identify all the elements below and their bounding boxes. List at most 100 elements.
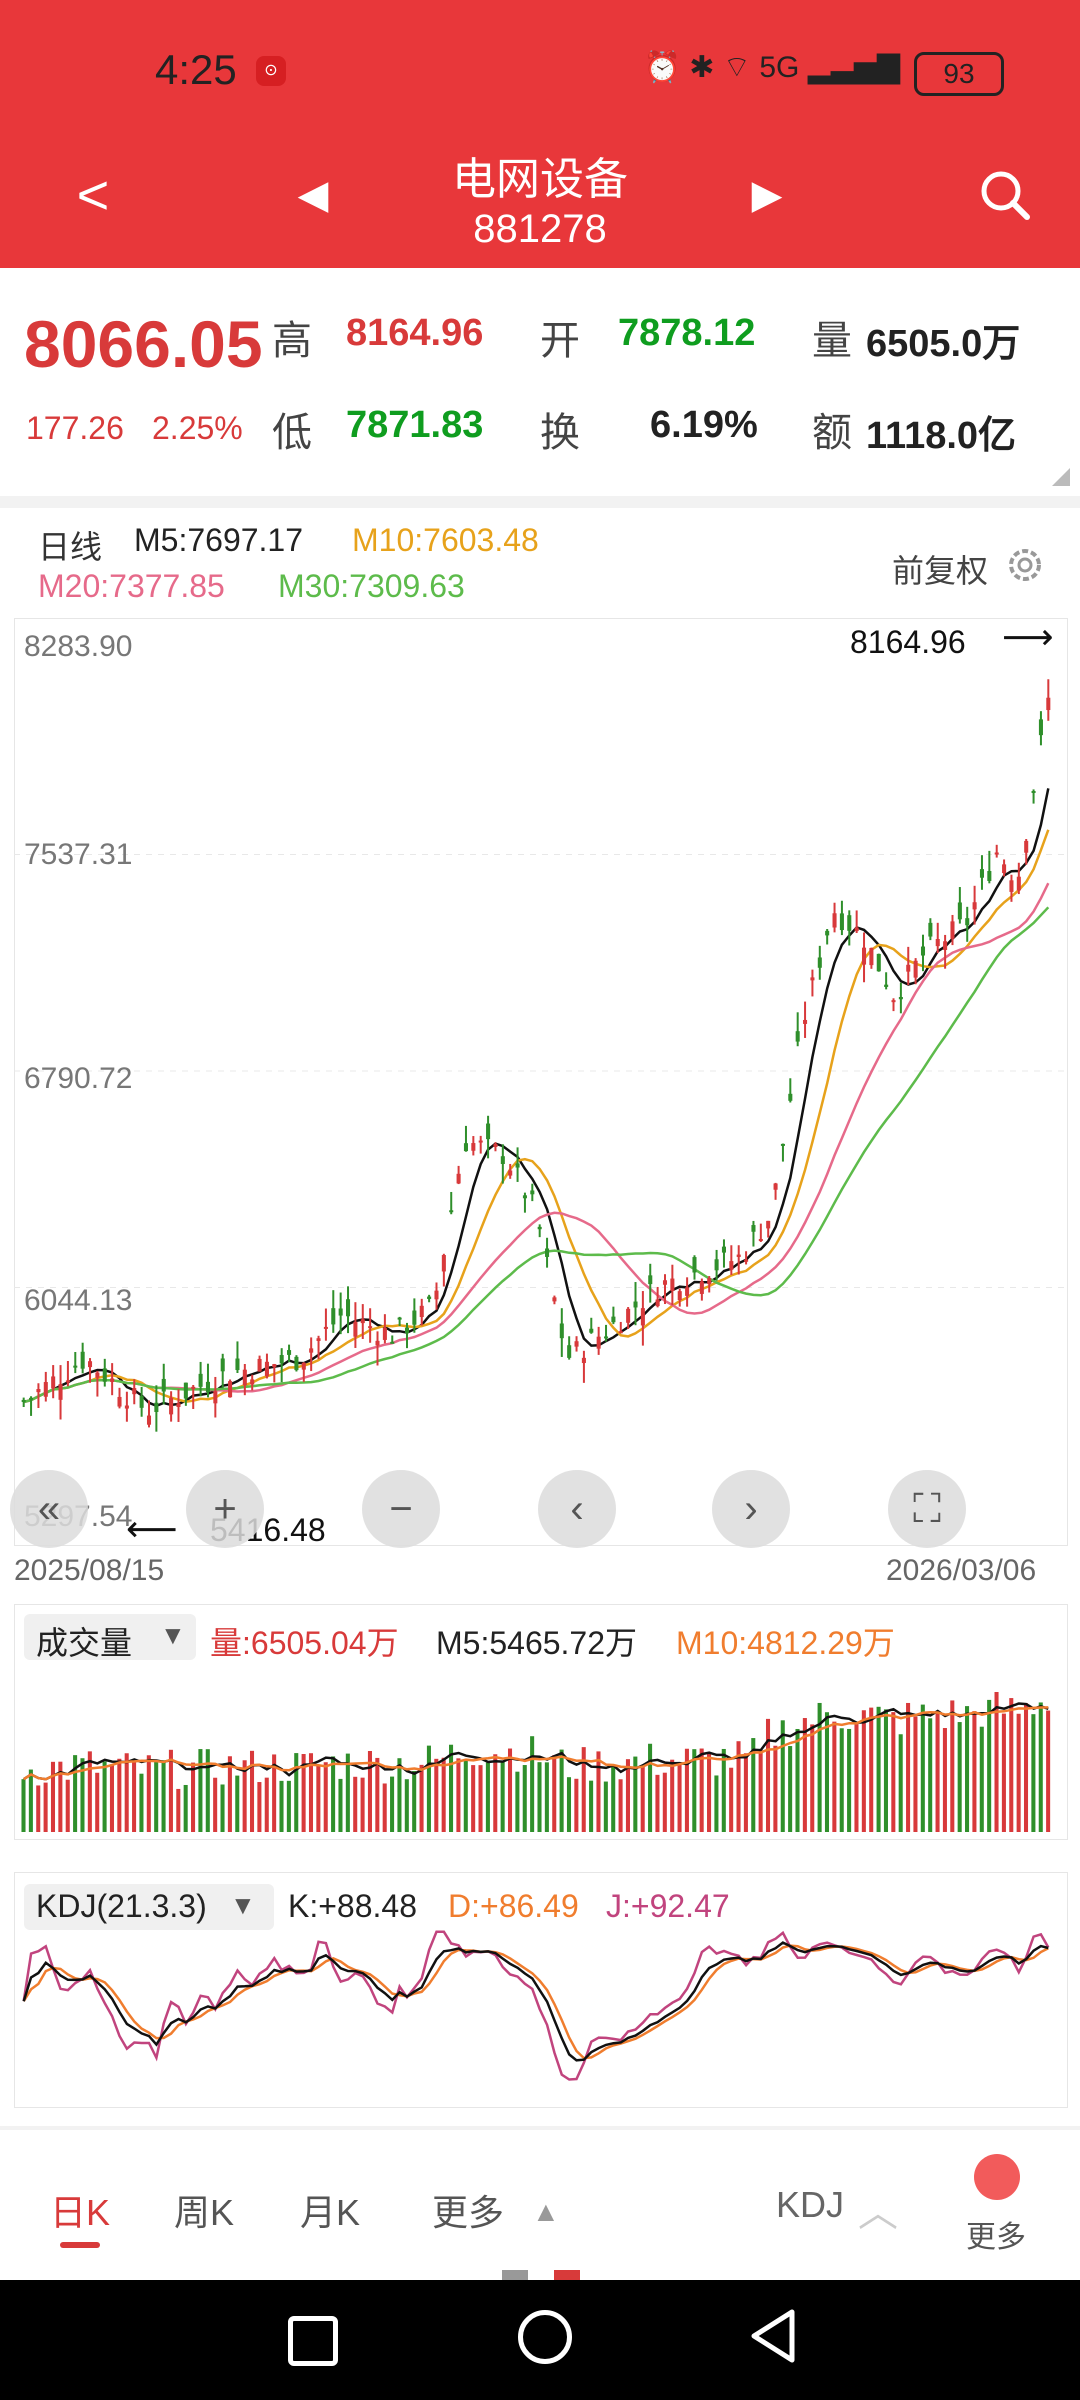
volume-bar bbox=[301, 1754, 306, 1832]
volume-indicator-selector[interactable]: 成交量 ▼ bbox=[24, 1614, 196, 1661]
volume-bar bbox=[345, 1753, 350, 1832]
volume-bar bbox=[390, 1776, 395, 1832]
volume-bar bbox=[662, 1772, 667, 1832]
page-indicator-active bbox=[554, 2270, 580, 2280]
volume-bar bbox=[198, 1749, 203, 1832]
chevron-right-icon: › bbox=[744, 1487, 758, 1531]
tab-month-k[interactable]: 月K bbox=[300, 2192, 361, 2233]
kline-ma-lines bbox=[23, 788, 1050, 1408]
volume-bar bbox=[43, 1782, 48, 1832]
recent-apps-button[interactable] bbox=[288, 2316, 338, 2366]
volume-chart-frame[interactable] bbox=[14, 1604, 1068, 1840]
candle-body bbox=[618, 1331, 623, 1334]
volume-bar bbox=[1023, 1703, 1029, 1832]
kline-chart[interactable] bbox=[14, 618, 1066, 1544]
volume-bar bbox=[73, 1755, 78, 1832]
volume-bar bbox=[87, 1751, 92, 1832]
back-nav-button[interactable] bbox=[748, 2308, 798, 2369]
candle-body bbox=[537, 1226, 542, 1230]
candle-body bbox=[876, 953, 881, 972]
double-chevron-left-icon: « bbox=[37, 1487, 61, 1531]
candle-body bbox=[979, 869, 984, 878]
search-icon bbox=[981, 171, 1030, 220]
kdj-lines bbox=[22, 1930, 1050, 2081]
candle-body bbox=[596, 1336, 601, 1349]
candle-body bbox=[810, 977, 815, 981]
expand-corner-icon[interactable] bbox=[1052, 468, 1070, 486]
candle-body bbox=[198, 1373, 203, 1387]
kdj-d: D:+86.49 bbox=[448, 1888, 579, 1924]
kline-chart-frame[interactable] bbox=[14, 618, 1068, 1546]
volume-bar bbox=[168, 1749, 173, 1832]
scroll-start-button[interactable]: « bbox=[10, 1470, 88, 1548]
adjust-selector[interactable]: 前复权 bbox=[892, 553, 989, 589]
candle-body bbox=[375, 1340, 380, 1346]
zoom-in-button[interactable]: + bbox=[186, 1470, 264, 1548]
scroll-right-button[interactable]: › bbox=[712, 1470, 790, 1548]
candle-body bbox=[51, 1376, 56, 1389]
tab-week-k[interactable]: 周K bbox=[174, 2192, 235, 2233]
volume-bar bbox=[707, 1752, 712, 1832]
home-button[interactable] bbox=[518, 2310, 572, 2364]
volume-bar bbox=[426, 1745, 431, 1832]
candle-body bbox=[80, 1351, 85, 1369]
volume-bar bbox=[824, 1712, 830, 1832]
fullscreen-button[interactable]: ⛶ bbox=[888, 1470, 966, 1548]
candle-body bbox=[766, 1220, 771, 1229]
volume-bar bbox=[1009, 1698, 1014, 1832]
volume-bar bbox=[500, 1760, 505, 1832]
volume-bars bbox=[21, 1692, 1051, 1832]
candle-body bbox=[1024, 840, 1029, 853]
kdj-k-line bbox=[22, 1941, 1049, 2062]
volume-bar bbox=[220, 1784, 225, 1832]
more-dot-icon[interactable] bbox=[974, 2154, 1020, 2200]
volume-bar bbox=[928, 1718, 933, 1832]
next-stock-button[interactable]: ▶ bbox=[751, 173, 783, 217]
candle-body bbox=[183, 1382, 188, 1399]
back-button[interactable]: < bbox=[76, 163, 110, 226]
tab-more[interactable]: 更多 bbox=[432, 2192, 505, 2233]
scroll-left-button[interactable]: ‹ bbox=[538, 1470, 616, 1548]
volume-bar bbox=[876, 1706, 881, 1832]
volume-bar bbox=[802, 1718, 807, 1832]
volume-bar bbox=[743, 1753, 748, 1832]
date-end: 2026/03/06 bbox=[886, 1554, 1037, 1587]
more-label[interactable]: 更多 bbox=[966, 2221, 1026, 2254]
volume-bar bbox=[441, 1757, 446, 1832]
tab-day-k[interactable]: 日K bbox=[50, 2192, 111, 2233]
candle-body bbox=[795, 1031, 800, 1042]
volume-chart[interactable] bbox=[14, 1604, 1066, 1838]
zoom-out-button[interactable]: − bbox=[362, 1470, 440, 1548]
prev-stock-button[interactable]: ◀ bbox=[297, 173, 329, 217]
kdj-indicator-selector[interactable]: KDJ(21.3.3) ▼ bbox=[24, 1884, 274, 1930]
volume-bar bbox=[736, 1741, 741, 1832]
volume-bar bbox=[596, 1751, 601, 1832]
tab-kdj[interactable]: KDJ bbox=[776, 2184, 845, 2225]
volume-bar bbox=[854, 1722, 859, 1832]
max-price-mark: 8164.96 bbox=[850, 624, 966, 660]
candle-body bbox=[884, 984, 889, 987]
candle-body bbox=[58, 1384, 63, 1400]
settings-button[interactable] bbox=[1004, 544, 1046, 586]
volume-bar bbox=[515, 1771, 520, 1832]
candle-body bbox=[124, 1405, 129, 1409]
max-arrow-icon: ⟶ bbox=[1002, 616, 1054, 657]
volume-bar bbox=[670, 1759, 675, 1832]
kdj-chart[interactable] bbox=[14, 1872, 1066, 2106]
volume-value: 量:6505.04万 bbox=[210, 1625, 399, 1661]
candle-body bbox=[471, 1143, 476, 1151]
candle-body bbox=[331, 1308, 336, 1325]
candle-body bbox=[220, 1358, 225, 1372]
candle-body bbox=[110, 1378, 115, 1382]
kdj-chart-frame[interactable] bbox=[14, 1872, 1068, 2108]
candle-body bbox=[346, 1299, 351, 1317]
volume-bar bbox=[154, 1760, 159, 1832]
candle-body bbox=[714, 1259, 719, 1271]
candle-body bbox=[309, 1348, 314, 1353]
volume-bar bbox=[471, 1765, 476, 1832]
candle-body bbox=[530, 1190, 535, 1195]
volume-indicator-label: 成交量 bbox=[36, 1625, 133, 1661]
ma20-line bbox=[23, 882, 1050, 1404]
search-button[interactable] bbox=[960, 150, 1050, 240]
page-title: 电网设备 bbox=[452, 155, 628, 204]
